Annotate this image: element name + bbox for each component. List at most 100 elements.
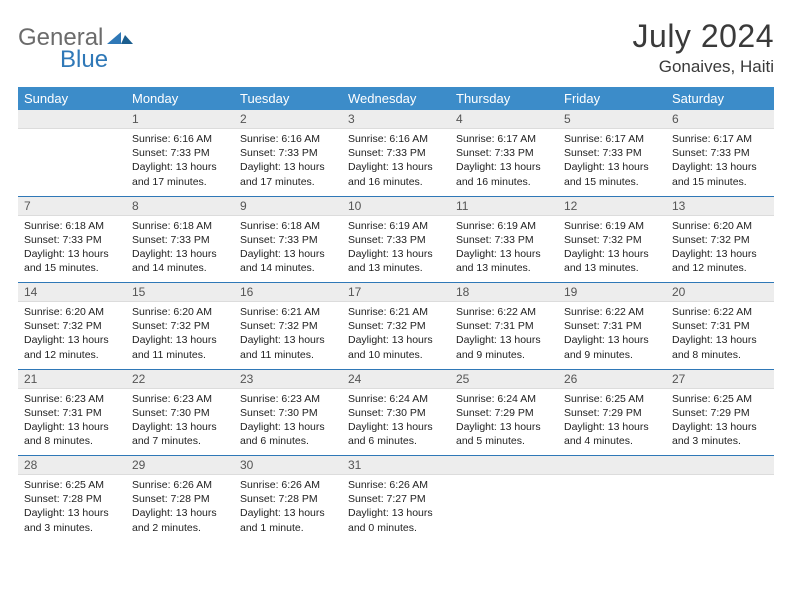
sunset-text: Sunset: 7:29 PM bbox=[564, 406, 660, 420]
day-content: Sunrise: 6:23 AMSunset: 7:30 PMDaylight:… bbox=[126, 389, 234, 453]
sunset-text: Sunset: 7:28 PM bbox=[132, 492, 228, 506]
sunset-text: Sunset: 7:32 PM bbox=[240, 319, 336, 333]
daylight-text: Daylight: 13 hours and 5 minutes. bbox=[456, 420, 552, 448]
calendar-week-row: 14Sunrise: 6:20 AMSunset: 7:32 PMDayligh… bbox=[18, 283, 774, 369]
sunrise-text: Sunrise: 6:22 AM bbox=[456, 305, 552, 319]
day-number: 18 bbox=[450, 283, 558, 302]
day-content: Sunrise: 6:22 AMSunset: 7:31 PMDaylight:… bbox=[666, 302, 774, 366]
sunrise-text: Sunrise: 6:17 AM bbox=[564, 132, 660, 146]
sunrise-text: Sunrise: 6:25 AM bbox=[564, 392, 660, 406]
sunrise-text: Sunrise: 6:19 AM bbox=[564, 219, 660, 233]
calendar-cell: 28Sunrise: 6:25 AMSunset: 7:28 PMDayligh… bbox=[18, 456, 126, 542]
day-number: 31 bbox=[342, 456, 450, 475]
sunset-text: Sunset: 7:28 PM bbox=[240, 492, 336, 506]
sunset-text: Sunset: 7:31 PM bbox=[564, 319, 660, 333]
logo: General Blue bbox=[18, 18, 133, 52]
sunrise-text: Sunrise: 6:20 AM bbox=[672, 219, 768, 233]
sunset-text: Sunset: 7:30 PM bbox=[348, 406, 444, 420]
calendar-cell: 20Sunrise: 6:22 AMSunset: 7:31 PMDayligh… bbox=[666, 283, 774, 369]
day-content: Sunrise: 6:25 AMSunset: 7:29 PMDaylight:… bbox=[558, 389, 666, 453]
sunrise-text: Sunrise: 6:22 AM bbox=[564, 305, 660, 319]
calendar-cell: 7Sunrise: 6:18 AMSunset: 7:33 PMDaylight… bbox=[18, 197, 126, 283]
day-number: 1 bbox=[126, 110, 234, 129]
day-content: Sunrise: 6:17 AMSunset: 7:33 PMDaylight:… bbox=[558, 129, 666, 193]
calendar-cell: 13Sunrise: 6:20 AMSunset: 7:32 PMDayligh… bbox=[666, 197, 774, 283]
day-number: 27 bbox=[666, 370, 774, 389]
sunset-text: Sunset: 7:33 PM bbox=[240, 146, 336, 160]
sunset-text: Sunset: 7:30 PM bbox=[132, 406, 228, 420]
daylight-text: Daylight: 13 hours and 14 minutes. bbox=[132, 247, 228, 275]
day-content: Sunrise: 6:24 AMSunset: 7:29 PMDaylight:… bbox=[450, 389, 558, 453]
sunrise-text: Sunrise: 6:17 AM bbox=[456, 132, 552, 146]
day-number: 22 bbox=[126, 370, 234, 389]
calendar-week-row: 21Sunrise: 6:23 AMSunset: 7:31 PMDayligh… bbox=[18, 370, 774, 456]
daylight-text: Daylight: 13 hours and 6 minutes. bbox=[240, 420, 336, 448]
day-number: 20 bbox=[666, 283, 774, 302]
sunset-text: Sunset: 7:28 PM bbox=[24, 492, 120, 506]
calendar-cell: 11Sunrise: 6:19 AMSunset: 7:33 PMDayligh… bbox=[450, 197, 558, 283]
sunrise-text: Sunrise: 6:19 AM bbox=[348, 219, 444, 233]
sunset-text: Sunset: 7:32 PM bbox=[132, 319, 228, 333]
calendar-cell: 1Sunrise: 6:16 AMSunset: 7:33 PMDaylight… bbox=[126, 110, 234, 196]
calendar-cell: 26Sunrise: 6:25 AMSunset: 7:29 PMDayligh… bbox=[558, 370, 666, 456]
sunrise-text: Sunrise: 6:24 AM bbox=[456, 392, 552, 406]
day-content: Sunrise: 6:18 AMSunset: 7:33 PMDaylight:… bbox=[234, 216, 342, 280]
daylight-text: Daylight: 13 hours and 4 minutes. bbox=[564, 420, 660, 448]
calendar-cell: 9Sunrise: 6:18 AMSunset: 7:33 PMDaylight… bbox=[234, 197, 342, 283]
sunrise-text: Sunrise: 6:20 AM bbox=[132, 305, 228, 319]
calendar-cell: 19Sunrise: 6:22 AMSunset: 7:31 PMDayligh… bbox=[558, 283, 666, 369]
calendar-table: Sunday Monday Tuesday Wednesday Thursday… bbox=[18, 87, 774, 542]
sunset-text: Sunset: 7:32 PM bbox=[348, 319, 444, 333]
calendar-cell: 5Sunrise: 6:17 AMSunset: 7:33 PMDaylight… bbox=[558, 110, 666, 196]
sunset-text: Sunset: 7:33 PM bbox=[132, 146, 228, 160]
sunrise-text: Sunrise: 6:17 AM bbox=[672, 132, 768, 146]
sunset-text: Sunset: 7:31 PM bbox=[24, 406, 120, 420]
sunrise-text: Sunrise: 6:25 AM bbox=[672, 392, 768, 406]
sunset-text: Sunset: 7:33 PM bbox=[456, 233, 552, 247]
calendar-cell bbox=[18, 110, 126, 196]
sunset-text: Sunset: 7:31 PM bbox=[456, 319, 552, 333]
daylight-text: Daylight: 13 hours and 6 minutes. bbox=[348, 420, 444, 448]
daylight-text: Daylight: 13 hours and 13 minutes. bbox=[564, 247, 660, 275]
day-number: 4 bbox=[450, 110, 558, 129]
day-number: 16 bbox=[234, 283, 342, 302]
day-number: 26 bbox=[558, 370, 666, 389]
day-content: Sunrise: 6:18 AMSunset: 7:33 PMDaylight:… bbox=[18, 216, 126, 280]
day-number: 11 bbox=[450, 197, 558, 216]
calendar-cell: 23Sunrise: 6:23 AMSunset: 7:30 PMDayligh… bbox=[234, 370, 342, 456]
day-content: Sunrise: 6:16 AMSunset: 7:33 PMDaylight:… bbox=[342, 129, 450, 193]
day-content: Sunrise: 6:26 AMSunset: 7:28 PMDaylight:… bbox=[234, 475, 342, 539]
day-header: Sunday bbox=[18, 87, 126, 110]
daylight-text: Daylight: 13 hours and 15 minutes. bbox=[24, 247, 120, 275]
daylight-text: Daylight: 13 hours and 10 minutes. bbox=[348, 333, 444, 361]
calendar-cell: 30Sunrise: 6:26 AMSunset: 7:28 PMDayligh… bbox=[234, 456, 342, 542]
calendar-cell: 12Sunrise: 6:19 AMSunset: 7:32 PMDayligh… bbox=[558, 197, 666, 283]
day-content: Sunrise: 6:25 AMSunset: 7:29 PMDaylight:… bbox=[666, 389, 774, 453]
day-number: 15 bbox=[126, 283, 234, 302]
sunrise-text: Sunrise: 6:21 AM bbox=[240, 305, 336, 319]
day-number: 14 bbox=[18, 283, 126, 302]
sunset-text: Sunset: 7:33 PM bbox=[456, 146, 552, 160]
day-number: 13 bbox=[666, 197, 774, 216]
sunset-text: Sunset: 7:33 PM bbox=[132, 233, 228, 247]
day-content: Sunrise: 6:17 AMSunset: 7:33 PMDaylight:… bbox=[666, 129, 774, 193]
day-number: 2 bbox=[234, 110, 342, 129]
daylight-text: Daylight: 13 hours and 3 minutes. bbox=[672, 420, 768, 448]
daylight-text: Daylight: 13 hours and 1 minute. bbox=[240, 506, 336, 534]
day-content: Sunrise: 6:24 AMSunset: 7:30 PMDaylight:… bbox=[342, 389, 450, 453]
sunset-text: Sunset: 7:31 PM bbox=[672, 319, 768, 333]
day-content: Sunrise: 6:18 AMSunset: 7:33 PMDaylight:… bbox=[126, 216, 234, 280]
calendar-cell: 6Sunrise: 6:17 AMSunset: 7:33 PMDaylight… bbox=[666, 110, 774, 196]
day-content: Sunrise: 6:20 AMSunset: 7:32 PMDaylight:… bbox=[126, 302, 234, 366]
calendar-header-row: Sunday Monday Tuesday Wednesday Thursday… bbox=[18, 87, 774, 110]
sunset-text: Sunset: 7:33 PM bbox=[672, 146, 768, 160]
calendar-cell: 3Sunrise: 6:16 AMSunset: 7:33 PMDaylight… bbox=[342, 110, 450, 196]
calendar-cell: 31Sunrise: 6:26 AMSunset: 7:27 PMDayligh… bbox=[342, 456, 450, 542]
sunrise-text: Sunrise: 6:22 AM bbox=[672, 305, 768, 319]
day-content: Sunrise: 6:22 AMSunset: 7:31 PMDaylight:… bbox=[558, 302, 666, 366]
sunset-text: Sunset: 7:32 PM bbox=[564, 233, 660, 247]
sunrise-text: Sunrise: 6:23 AM bbox=[24, 392, 120, 406]
day-number: 3 bbox=[342, 110, 450, 129]
daylight-text: Daylight: 13 hours and 0 minutes. bbox=[348, 506, 444, 534]
day-header: Tuesday bbox=[234, 87, 342, 110]
